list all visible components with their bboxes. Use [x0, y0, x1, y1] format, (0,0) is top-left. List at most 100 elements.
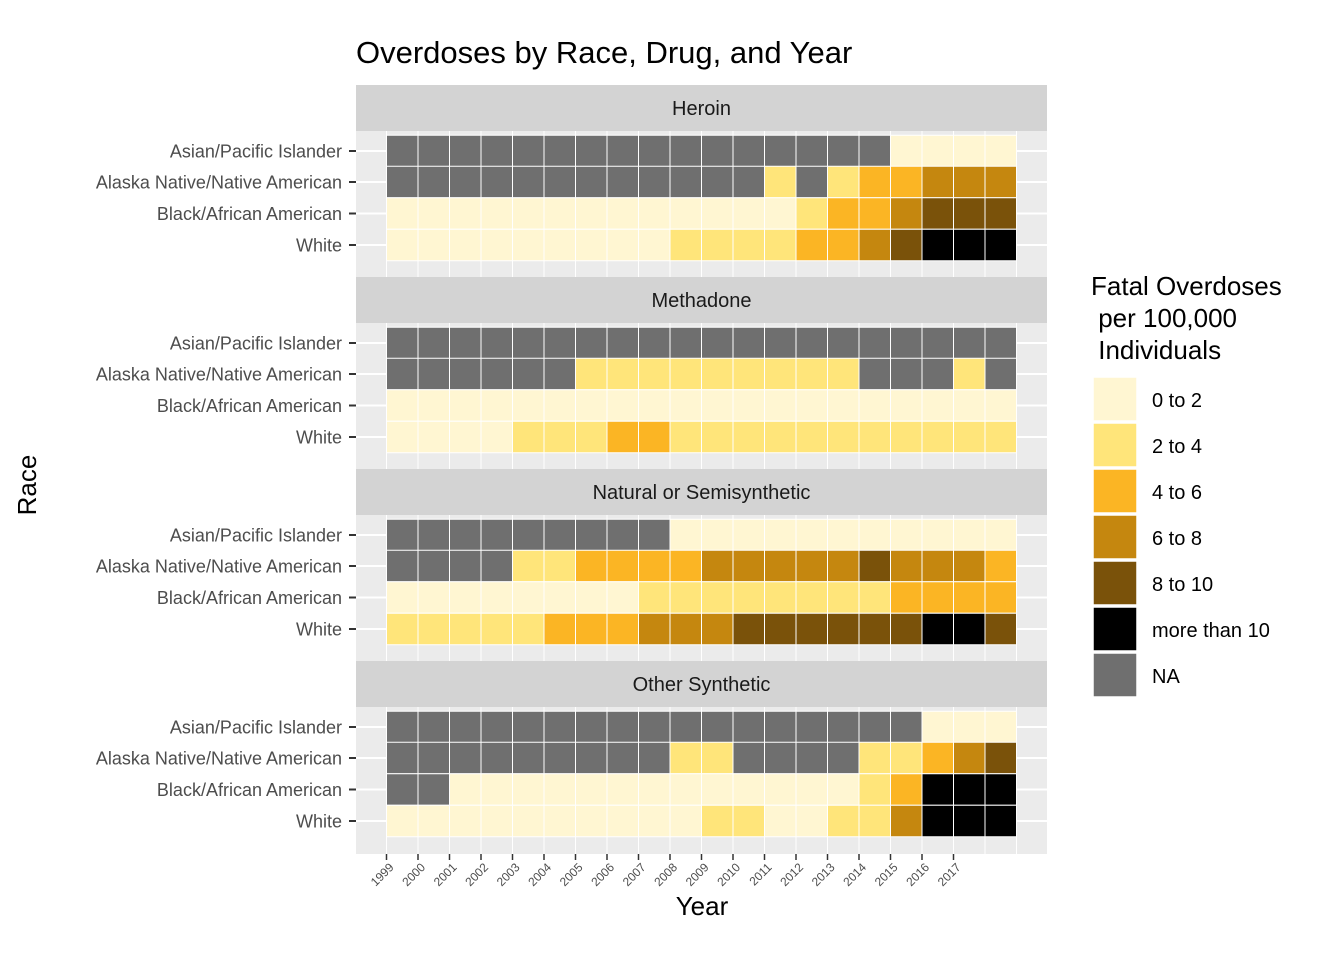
heatmap-cell [921, 612, 954, 646]
heatmap-cell [606, 165, 639, 199]
heatmap-cell [827, 165, 860, 199]
heatmap-cell [921, 389, 954, 422]
heatmap-cell [984, 228, 1017, 262]
y-axis-title: Race [12, 455, 42, 516]
heatmap-cell [921, 357, 954, 391]
heatmap-cell [638, 741, 671, 775]
x-tick-label: 1999 [368, 860, 397, 889]
heatmap-cell [953, 804, 986, 838]
heatmap-cell [386, 804, 419, 838]
x-tick-label: 2008 [651, 860, 680, 889]
heatmap-cell [764, 710, 797, 744]
legend-title: Individuals [1091, 335, 1221, 365]
heatmap-cell [575, 710, 608, 744]
heatmap-cell [921, 326, 954, 360]
heatmap-cell [386, 581, 419, 614]
heatmap-cell [764, 773, 797, 806]
legend-title: per 100,000 [1091, 303, 1237, 333]
heatmap-cell [732, 804, 765, 838]
heatmap-cell [449, 581, 482, 614]
heatmap-cell [827, 804, 860, 838]
heatmap-cell [575, 804, 608, 838]
heatmap-cell [795, 134, 828, 168]
heatmap-cell [890, 134, 923, 168]
heatmap-cell [764, 326, 797, 360]
heatmap-cell [732, 518, 765, 552]
heatmap-cell [512, 389, 545, 422]
heatmap-cell [953, 326, 986, 360]
heatmap-cell [480, 741, 513, 775]
heatmap-cell [921, 134, 954, 168]
heatmap-cell [921, 710, 954, 744]
heatmap-cell [890, 710, 923, 744]
heatmap-cell [575, 420, 608, 454]
facet-strip-label: Natural or Semisynthetic [593, 482, 811, 504]
legend-swatch [1092, 376, 1138, 422]
heatmap-cell [543, 134, 576, 168]
heatmap-cell [795, 197, 828, 230]
heatmap-cell [795, 581, 828, 614]
heatmap-cell [669, 134, 702, 168]
heatmap-cell [984, 741, 1017, 775]
heatmap-cell [858, 710, 891, 744]
heatmap-cell [449, 228, 482, 262]
heatmap-cell [512, 612, 545, 646]
facet-strip-label: Other Synthetic [633, 674, 771, 696]
x-tick-label: 2004 [525, 860, 554, 889]
heatmap-cell [386, 228, 419, 262]
heatmap-cell [764, 804, 797, 838]
legend-swatch [1092, 560, 1138, 606]
heatmap-cell [480, 228, 513, 262]
heatmap-cell [512, 228, 545, 262]
heatmap-cell [638, 518, 671, 552]
facet-panel: Heroin Asian/Pacific Islander Alaska Nativ… [96, 85, 1047, 278]
heatmap-cell [921, 549, 954, 583]
heatmap-cell [890, 357, 923, 391]
heatmap-cell [701, 581, 734, 614]
heatmap-cell [480, 389, 513, 422]
heatmap-cell [386, 165, 419, 199]
heatmap-cell [638, 389, 671, 422]
heatmap-cell [480, 804, 513, 838]
heatmap-cell [512, 804, 545, 838]
x-axis-title: Year [676, 891, 729, 921]
heatmap-cell [606, 773, 639, 806]
heatmap-cell [512, 741, 545, 775]
heatmap-cell [543, 773, 576, 806]
heatmap-cell [669, 518, 702, 552]
heatmap-cell [890, 612, 923, 646]
heatmap-cell [732, 326, 765, 360]
heatmap-cell [417, 228, 450, 262]
heatmap-cell [858, 741, 891, 775]
heatmap-cell [606, 420, 639, 454]
heatmap-cell [732, 773, 765, 806]
x-tick-label: 2017 [935, 860, 964, 889]
heatmap-cell [606, 518, 639, 552]
heatmap-cell [858, 420, 891, 454]
heatmap-cell [417, 773, 450, 806]
heatmap-cell [827, 228, 860, 262]
heatmap-cell [827, 612, 860, 646]
heatmap-cell [606, 389, 639, 422]
heatmap-cell [921, 773, 954, 806]
heatmap-cell [858, 357, 891, 391]
heatmap-cell [953, 549, 986, 583]
facet-panel: Natural or Semisynthetic Asian/Pacific Is… [96, 469, 1047, 662]
legend-swatch [1092, 606, 1138, 652]
heatmap-cell [449, 773, 482, 806]
heatmap-cell [417, 804, 450, 838]
legend-swatch [1092, 652, 1138, 698]
heatmap-cell [449, 420, 482, 454]
facet-strip [356, 661, 1047, 707]
heatmap-cell [417, 357, 450, 391]
heatmap-cell [795, 710, 828, 744]
legend-label: 4 to 6 [1152, 482, 1202, 504]
x-tick-label: 2000 [399, 860, 428, 889]
heatmap-cell [795, 389, 828, 422]
heatmap-cell [984, 389, 1017, 422]
heatmap-cell [638, 165, 671, 199]
heatmap-cell [606, 357, 639, 391]
heatmap-cell [984, 804, 1017, 838]
heatmap-cell [386, 326, 419, 360]
